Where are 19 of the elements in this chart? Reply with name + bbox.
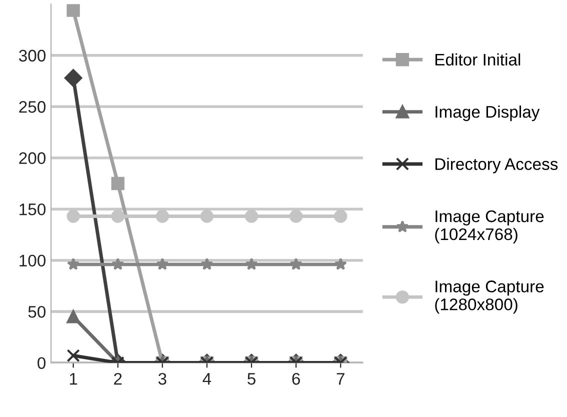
y-tick-label: 150 (20, 203, 46, 216)
y-tick-label: 0 (38, 357, 46, 369)
x-tick-label: 1 (70, 373, 78, 385)
x-tick-label: 2 (114, 372, 122, 385)
y-tick-label: 250 (19, 101, 46, 113)
x-tick-label: 5 (248, 373, 256, 385)
x-tick-label: 7 (336, 373, 344, 385)
y-tick-label: 300 (19, 50, 46, 62)
x-tick-label: 4 (202, 373, 212, 385)
x-tick-label: 6 (292, 372, 300, 385)
y-tick-label: 200 (19, 152, 46, 164)
y-tick-label: 50 (28, 306, 46, 318)
legend-label: Directory Access (435, 158, 558, 174)
legend-label: Image Capture (1280x800) (435, 280, 544, 314)
legend-label: Image Display (436, 106, 540, 122)
legend-label: Editor Initial (435, 53, 520, 66)
x-tick-label: 3 (158, 372, 166, 385)
legend-label: Image Capture (1024x768) (435, 210, 544, 244)
y-tick-label: 100 (20, 254, 46, 267)
